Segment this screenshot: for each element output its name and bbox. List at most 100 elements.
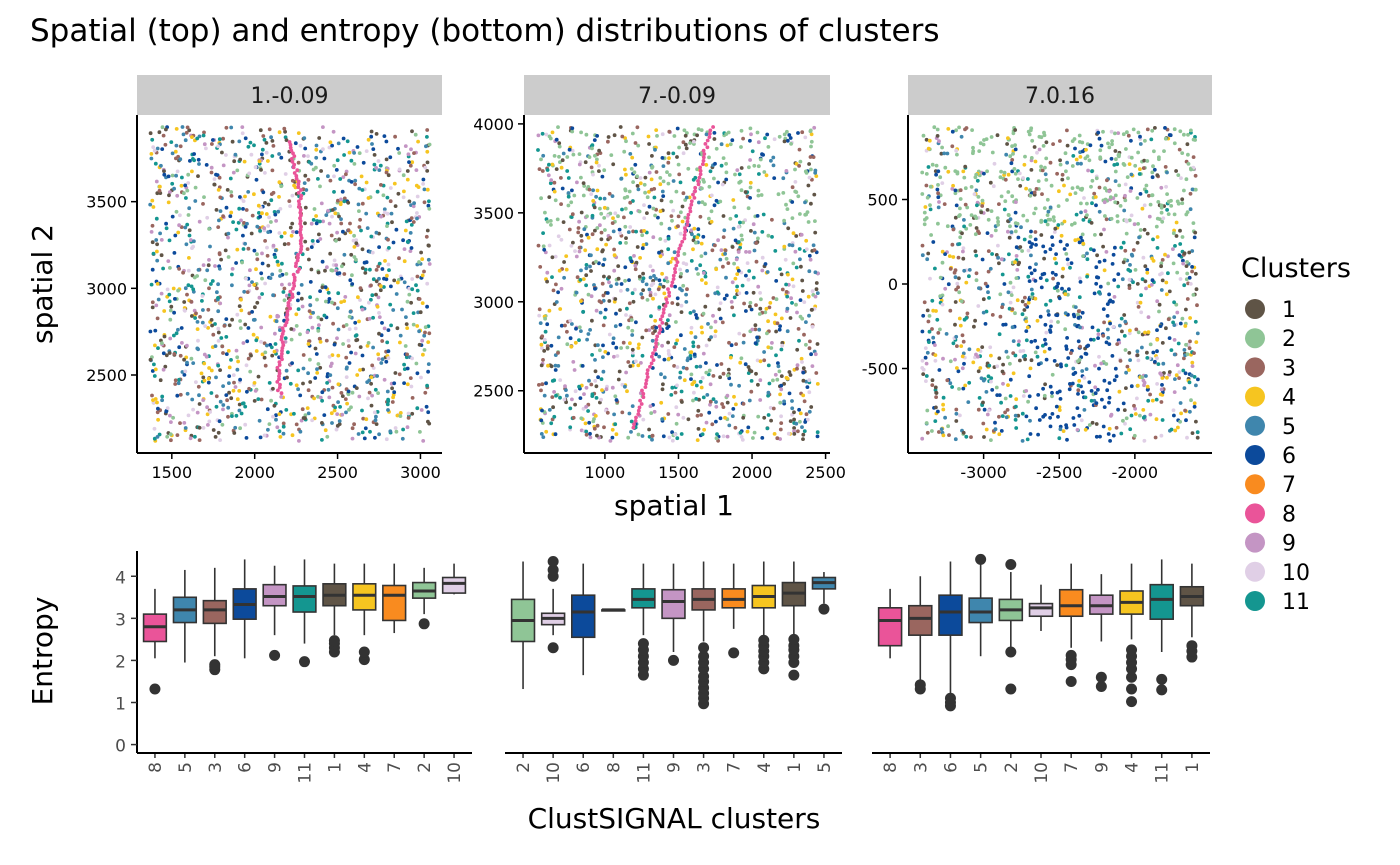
point-cluster-10 <box>205 215 210 220</box>
point-cluster-4 <box>199 371 204 376</box>
point-cluster-11 <box>584 429 589 434</box>
point-cluster-2 <box>752 163 757 168</box>
point-cluster-3 <box>676 224 680 229</box>
point-cluster-4 <box>312 396 316 401</box>
point-cluster-11 <box>569 215 574 220</box>
point-cluster-9 <box>1102 200 1107 205</box>
point-cluster-4 <box>155 282 160 286</box>
point-cluster-6 <box>1048 415 1052 420</box>
point-cluster-4 <box>403 228 408 233</box>
point-cluster-10 <box>987 408 991 413</box>
point-cluster-9 <box>379 214 383 219</box>
point-cluster-6 <box>656 215 660 220</box>
point-cluster-11 <box>671 151 676 156</box>
point-cluster-3 <box>423 330 427 335</box>
point-cluster-2 <box>643 190 647 195</box>
point-cluster-9 <box>260 251 264 256</box>
point-cluster-11 <box>349 158 354 163</box>
point-cluster-9 <box>411 204 416 209</box>
point-cluster-11 <box>1013 353 1018 358</box>
point-cluster-4 <box>162 309 167 313</box>
point-cluster-2 <box>969 213 974 218</box>
point-cluster-10 <box>216 326 221 331</box>
point-cluster-8 <box>698 169 703 173</box>
point-cluster-6 <box>204 163 209 167</box>
point-cluster-2 <box>1156 200 1161 204</box>
point-cluster-9 <box>1014 254 1019 258</box>
point-cluster-11 <box>930 298 935 303</box>
point-cluster-2 <box>955 170 960 175</box>
point-cluster-11 <box>1193 319 1198 324</box>
point-cluster-5 <box>650 338 655 343</box>
point-cluster-11 <box>152 436 157 441</box>
point-cluster-2 <box>423 325 428 330</box>
point-cluster-5 <box>172 186 177 191</box>
point-cluster-2 <box>168 432 173 437</box>
point-cluster-6 <box>261 190 266 195</box>
point-cluster-6 <box>1027 394 1032 399</box>
point-cluster-9 <box>340 412 345 417</box>
point-cluster-1 <box>354 241 359 246</box>
point-cluster-5 <box>931 335 936 340</box>
point-cluster-2 <box>171 415 176 420</box>
point-cluster-4 <box>738 360 743 365</box>
point-cluster-4 <box>1062 219 1067 224</box>
point-cluster-8 <box>290 295 295 300</box>
point-cluster-5 <box>257 418 262 423</box>
point-cluster-6 <box>1050 270 1055 275</box>
point-cluster-11 <box>927 340 931 344</box>
point-cluster-5 <box>148 202 153 207</box>
point-cluster-1 <box>405 169 410 173</box>
point-cluster-3 <box>951 227 956 232</box>
point-cluster-5 <box>265 343 269 348</box>
point-cluster-8 <box>673 270 678 275</box>
point-cluster-2 <box>414 361 419 366</box>
point-cluster-9 <box>701 271 706 275</box>
point-cluster-11 <box>402 362 406 367</box>
point-cluster-5 <box>180 370 185 374</box>
point-cluster-4 <box>290 433 295 438</box>
point-cluster-11 <box>735 284 739 289</box>
point-cluster-10 <box>976 304 981 308</box>
point-cluster-3 <box>210 142 214 146</box>
point-cluster-10 <box>151 145 156 150</box>
point-cluster-9 <box>297 439 301 443</box>
point-cluster-3 <box>998 314 1003 319</box>
point-cluster-4 <box>658 209 663 214</box>
point-cluster-2 <box>940 145 944 150</box>
point-cluster-11 <box>160 394 165 399</box>
point-cluster-4 <box>426 340 431 344</box>
point-cluster-3 <box>576 226 581 230</box>
point-cluster-11 <box>375 189 380 194</box>
point-cluster-4 <box>405 326 410 330</box>
point-cluster-5 <box>650 437 654 442</box>
point-cluster-1 <box>631 299 636 304</box>
point-cluster-11 <box>411 311 416 315</box>
point-cluster-6 <box>170 214 175 219</box>
point-cluster-6 <box>1129 384 1134 389</box>
point-cluster-9 <box>154 303 159 308</box>
point-cluster-9 <box>382 326 387 331</box>
point-cluster-5 <box>945 151 950 156</box>
point-cluster-5 <box>648 275 653 280</box>
point-cluster-5 <box>613 324 618 329</box>
point-cluster-6 <box>1042 271 1047 276</box>
point-cluster-1 <box>666 340 670 345</box>
point-cluster-11 <box>214 404 219 409</box>
point-cluster-6 <box>348 278 353 283</box>
point-cluster-11 <box>693 175 698 180</box>
point-cluster-3 <box>410 396 415 400</box>
point-cluster-9 <box>154 179 159 184</box>
point-cluster-2 <box>1046 217 1051 222</box>
point-cluster-5 <box>237 408 242 413</box>
point-cluster-2 <box>1189 167 1193 172</box>
point-cluster-10 <box>924 379 928 383</box>
point-cluster-4 <box>179 183 184 188</box>
point-cluster-11 <box>191 287 196 292</box>
point-cluster-1 <box>806 183 811 188</box>
point-cluster-6 <box>1113 366 1118 371</box>
point-cluster-2 <box>930 162 935 167</box>
point-cluster-4 <box>153 367 158 372</box>
point-cluster-5 <box>336 327 341 332</box>
point-cluster-9 <box>327 395 332 400</box>
